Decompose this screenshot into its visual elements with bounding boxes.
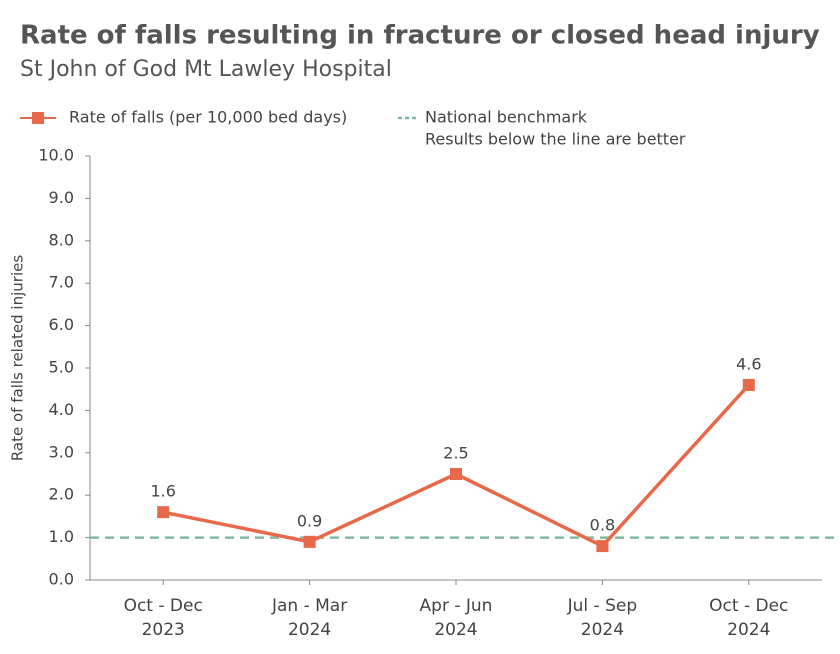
- x-tick-label: Oct - Dec 2024: [709, 596, 788, 640]
- data-label: 0.8: [590, 516, 615, 535]
- x-tick-label-line: Jan - Mar: [271, 596, 347, 616]
- data-point: [157, 506, 170, 519]
- y-axis-label: Rate of falls related injuries: [9, 255, 27, 462]
- y-tick-label: 7.0: [49, 273, 74, 292]
- chart-title: Rate of falls resulting in fracture or c…: [20, 21, 820, 51]
- chart-subtitle: St John of God Mt Lawley Hospital: [20, 57, 392, 82]
- x-tick-label-line: 2024: [288, 620, 331, 640]
- data-point: [596, 540, 609, 553]
- data-label: 0.9: [297, 511, 322, 530]
- y-tick-label: 5.0: [49, 358, 74, 377]
- y-tick-label: 2.0: [49, 485, 74, 504]
- legend-marker-swatch: [32, 112, 44, 124]
- x-tick-label: Apr - Jun 2024: [420, 596, 493, 640]
- x-tick-label-line: 2023: [142, 620, 185, 640]
- y-tick-label: 10.0: [38, 146, 74, 165]
- x-tick-label-line: Oct - Dec: [709, 596, 788, 616]
- x-tick-label-line: 2024: [581, 620, 624, 640]
- y-tick-label: 3.0: [49, 442, 74, 461]
- legend-benchmark-note: Results below the line are better: [425, 130, 686, 149]
- y-tick-label: 0.0: [49, 570, 74, 589]
- data-point: [303, 535, 316, 548]
- x-tick-label-line: Oct - Dec: [124, 596, 203, 616]
- x-tick-label: Jan - Mar 2024: [271, 596, 347, 640]
- y-tick-label: 1.0: [49, 527, 74, 546]
- data-label: 2.5: [443, 444, 468, 463]
- x-tick-label-line: 2024: [727, 620, 770, 640]
- x-tick-label-line: Jul - Sep: [567, 596, 638, 616]
- y-tick-label: 8.0: [49, 230, 74, 249]
- y-tick-label: 4.0: [49, 400, 74, 419]
- y-tick-label: 6.0: [49, 315, 74, 334]
- data-point: [450, 468, 462, 480]
- y-tick-label: 9.0: [49, 188, 74, 207]
- x-tick-label-line: Apr - Jun: [420, 596, 493, 616]
- x-tick-label-line: 2024: [434, 620, 477, 640]
- x-tick-label: Oct - Dec 2023: [124, 596, 203, 640]
- legend-benchmark-label: National benchmark: [425, 108, 588, 127]
- series-line: [162, 383, 751, 549]
- data-label: 4.6: [736, 354, 761, 373]
- x-tick-label: Jul - Sep 2024: [567, 596, 638, 640]
- legend-label: Rate of falls (per 10,000 bed days): [69, 108, 347, 127]
- data-label: 1.6: [150, 482, 175, 501]
- data-point: [742, 378, 755, 391]
